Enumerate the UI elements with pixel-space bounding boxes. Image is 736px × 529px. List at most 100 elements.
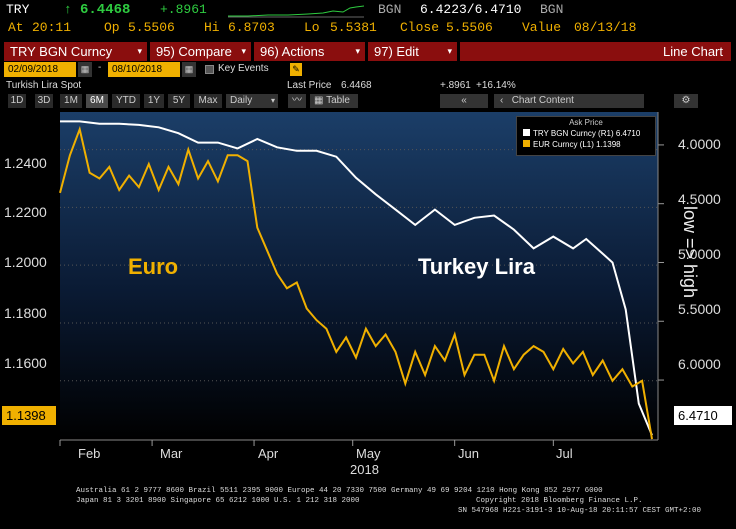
current-eur-label: 1.1398	[2, 406, 56, 425]
period-5y[interactable]: 5Y	[168, 94, 190, 108]
chart-content-label: Chart Content	[511, 95, 574, 106]
footer-contacts-2: Japan 81 3 3201 8900 Singapore 65 6212 1…	[76, 497, 360, 505]
high-label: Hi	[204, 20, 220, 35]
compare-label: 95) Compare	[156, 44, 232, 59]
table-icon: ▦	[314, 95, 324, 106]
currency-label-2: BGN	[540, 2, 564, 17]
at-time: 20:11	[32, 20, 72, 35]
x-tick-label: Jun	[458, 446, 479, 461]
bookmark-icon[interactable]: ✎	[290, 63, 302, 76]
table-label: Table	[326, 95, 350, 106]
legend-label: TRY BGN Curncy (R1) 6.4710	[533, 129, 641, 138]
end-date-input[interactable]: 08/10/2018	[108, 62, 180, 77]
line-chart-icon[interactable]: 〰	[288, 94, 306, 108]
direction-annotation: low => high	[680, 206, 700, 299]
ticker: TRY	[6, 2, 30, 17]
legend-swatch	[523, 129, 530, 136]
open-label: Op	[104, 20, 120, 35]
table-button[interactable]: ▦ Table	[310, 94, 358, 108]
dropdown-icon: ▾	[447, 46, 452, 56]
bid-ask: 6.4223/6.4710	[420, 2, 522, 17]
high-value: 6.8703	[228, 20, 275, 35]
last-price: 6.4468	[80, 2, 131, 18]
x-tick-label: Jul	[556, 446, 573, 461]
current-try-label: 6.4710	[674, 406, 732, 425]
annotation-turkey-lira: Turkey Lira	[418, 254, 535, 279]
period-max[interactable]: Max	[194, 94, 222, 108]
period-6m[interactable]: 6M	[86, 94, 108, 108]
period-1m[interactable]: 1M	[60, 94, 82, 108]
annotation-euro: Euro	[128, 254, 179, 279]
low-value: 5.5381	[330, 20, 377, 35]
calendar-icon[interactable]: ▦	[182, 62, 196, 77]
last-price-label: Last Price	[287, 80, 332, 91]
actions-label: 96) Actions	[260, 44, 325, 59]
x-tick-label: Mar	[160, 446, 183, 461]
security-field[interactable]: TRY BGN Curncy ▾	[4, 42, 148, 61]
legend-title: Ask Price	[569, 118, 603, 127]
right-tick-label: 4.0000	[678, 136, 721, 152]
view-label: Line Chart	[663, 44, 723, 59]
legend-swatch	[523, 140, 530, 147]
x-tick-label: Apr	[258, 446, 279, 461]
gear-icon[interactable]: ⚙	[674, 94, 698, 108]
right-tick-label: 4.5000	[678, 191, 721, 207]
edit-menu[interactable]: 97) Edit ▾	[368, 42, 458, 61]
dropdown-icon: ▾	[270, 96, 275, 105]
footer-contacts: Australia 61 2 9777 8600 Brazil 5511 239…	[76, 487, 603, 495]
dropdown-icon: ▾	[137, 46, 142, 56]
dropdown-icon: ▾	[355, 46, 360, 56]
series-line-eur	[59, 125, 653, 440]
left-tick-label: 1.2200	[4, 204, 47, 220]
x-tick-label: May	[356, 446, 381, 461]
collapse-left-icon[interactable]: «	[440, 94, 488, 108]
series-line-try	[60, 120, 653, 436]
last-price-value: 6.4468	[341, 80, 372, 91]
key-events-checkbox[interactable]	[205, 65, 214, 74]
frequency-select[interactable]: Daily ▾	[226, 94, 278, 108]
plot-area	[60, 112, 658, 440]
view-title: Line Chart	[460, 42, 732, 61]
dropdown-icon: ▾	[241, 46, 246, 56]
left-tick-label: 1.2400	[4, 155, 47, 171]
value-label: Value	[522, 20, 562, 35]
chart-content-button[interactable]: ‹ Chart Content	[494, 94, 644, 108]
right-tick-label: 6.0000	[678, 356, 721, 372]
footer-session: SN 547968 H221-3191-3 10-Aug-18 20:11:57…	[458, 507, 702, 515]
compare-menu[interactable]: 95) Compare ▾	[150, 42, 252, 61]
legend-item-eur: EUR Curncy (L1) 1.1398	[523, 140, 655, 149]
security-label: TRY BGN Curncy	[10, 44, 113, 59]
period-3d[interactable]: 3D	[35, 94, 53, 108]
grid	[60, 144, 664, 382]
x-tick-marks	[59, 440, 554, 446]
left-tick-label: 1.1600	[4, 355, 47, 371]
period-ytd[interactable]: YTD	[112, 94, 140, 108]
actions-menu[interactable]: 96) Actions ▾	[254, 42, 366, 61]
x-tick-label: Feb	[78, 446, 101, 461]
change-value: +.8961	[440, 80, 471, 91]
right-tick-label: 5.0000	[678, 246, 721, 262]
legend-label: EUR Curncy (L1) 1.1398	[533, 140, 621, 149]
close-value: 5.5506	[446, 20, 493, 35]
chart-title: Turkish Lira Spot	[6, 80, 82, 91]
start-date-input[interactable]: 02/09/2018	[4, 62, 76, 77]
value-date: 08/13/18	[574, 20, 637, 35]
left-tick-label: 1.1800	[4, 305, 47, 321]
currency-label: BGN	[378, 2, 402, 17]
open-value: 5.5506	[128, 20, 175, 35]
frequency-label: Daily	[230, 95, 253, 106]
change-pct: +16.14%	[476, 80, 516, 91]
footer-copyright: Copyright 2018 Bloomberg Finance L.P.	[476, 497, 643, 505]
calendar-icon[interactable]: ▦	[78, 62, 92, 77]
legend: Ask Price TRY BGN Curncy (R1) 6.4710 EUR…	[516, 116, 656, 156]
close-label: Close	[400, 20, 440, 35]
range-separator: -	[98, 62, 102, 73]
low-label: Lo	[304, 20, 320, 35]
period-1d[interactable]: 1D	[8, 94, 26, 108]
year-label: 2018	[350, 462, 379, 477]
price-change: +.8961	[160, 2, 207, 17]
edit-label: 97) Edit	[374, 44, 419, 59]
period-1y[interactable]: 1Y	[144, 94, 164, 108]
chevron-left-icon: ‹	[500, 95, 504, 106]
